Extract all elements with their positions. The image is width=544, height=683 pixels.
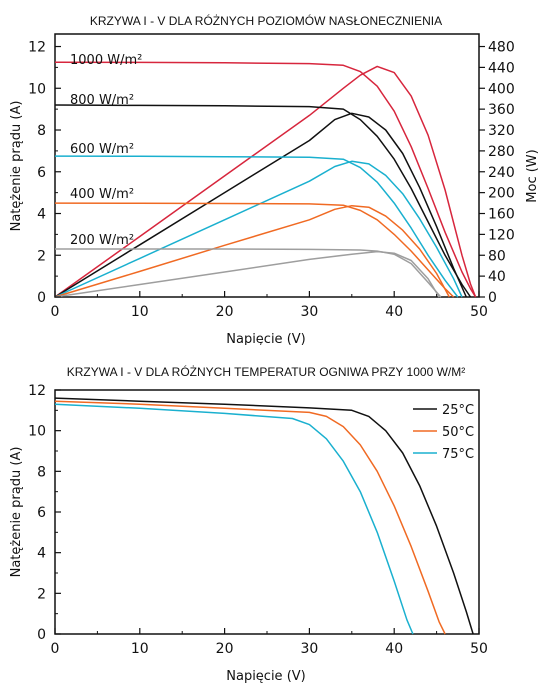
y2-tick-label: 160 (488, 207, 515, 223)
y-tick-label: 8 (37, 123, 46, 139)
y2-axis-label: Moc (W) (525, 149, 540, 202)
y-tick-label: 10 (28, 424, 46, 440)
y-tick-label: 6 (37, 505, 46, 521)
y2-tick-label: 480 (488, 40, 515, 56)
y-tick-label: 6 (37, 165, 46, 181)
y-tick-label: 4 (37, 207, 46, 223)
x-tick-label: 30 (300, 304, 318, 320)
y2-tick-label: 440 (488, 60, 515, 76)
series-line-3 (54, 112, 467, 298)
x-tick-label: 10 (131, 304, 149, 320)
ticks-group: 0 10 20 30 40 5002468101204080120160200240280… (28, 40, 515, 320)
series-line-9 (54, 250, 440, 298)
series-line-2 (54, 104, 472, 298)
x-axis-label: Napięcie (V) (226, 669, 305, 683)
y2-tick-label: 80 (488, 248, 506, 264)
y-tick-label: 12 (28, 40, 46, 56)
legend-label-50: 50°C (442, 425, 474, 440)
series-group (54, 61, 477, 298)
series-line-2 (54, 403, 414, 635)
series-line-4 (54, 155, 459, 298)
series-line-1 (54, 65, 477, 298)
y-tick-label: 8 (37, 464, 46, 480)
y-tick-label: 0 (37, 290, 46, 306)
y-tick-label: 4 (37, 546, 46, 562)
legend: 25°C 50°C 75°C (413, 403, 474, 462)
curve-label-800: 800 W/m² (70, 93, 134, 108)
y2-tick-label: 360 (488, 102, 515, 118)
y2-tick-label: 40 (488, 269, 506, 285)
y2-tick-label: 120 (488, 227, 515, 243)
curve-label-400: 400 W/m² (70, 187, 134, 202)
x-tick-label: 20 (216, 641, 234, 657)
y2-tick-label: 400 (488, 81, 515, 97)
chart-title: KRZYWA I - V DLA RÓŻNYCH POZIOMÓW NASŁON… (90, 13, 442, 28)
curve-label-600: 600 W/m² (70, 142, 134, 157)
y2-tick-label: 280 (488, 144, 515, 160)
y-tick-label: 12 (28, 383, 46, 399)
chart-title: KRZYWA I - V DLA RÓŻNYCH TEMPERATUR OGNI… (67, 364, 466, 379)
y-axis-label: Natężenie prądu (A) (9, 447, 24, 578)
legend-label-75: 75°C (442, 447, 474, 462)
y2-tick-label: 0 (488, 290, 497, 306)
x-tick-label: 40 (385, 641, 403, 657)
y-tick-label: 0 (37, 627, 46, 643)
x-tick-label: 40 (385, 304, 403, 320)
y2-tick-label: 320 (488, 123, 515, 139)
y-tick-label: 10 (28, 81, 46, 97)
ticks-group: 0 10 20 30 40 50 0 2 4 6 8 10 12 (28, 383, 488, 657)
plot-frame (54, 389, 480, 635)
curve-label-200: 200 W/m² (70, 233, 134, 248)
series-line-0 (54, 397, 474, 635)
curve-label-1000: 1000 W/m² (70, 53, 142, 68)
series-line-1 (54, 400, 446, 635)
irradiance-chart: KRZYWA I - V DLA RÓŻNYCH POZIOMÓW NASŁON… (9, 13, 540, 345)
temperature-chart: KRZYWA I - V DLA RÓŻNYCH TEMPERATUR OGNI… (9, 364, 488, 683)
legend-label-25: 25°C (442, 403, 474, 418)
x-tick-label: 20 (216, 304, 234, 320)
x-tick-label: 0 (51, 641, 60, 657)
y-axis-label: Natężenie prądu (A) (9, 101, 24, 232)
x-tick-label: 50 (470, 304, 488, 320)
series-line-5 (54, 160, 463, 298)
x-axis-label: Napięcie (V) (226, 332, 305, 345)
x-tick-label: 10 (131, 641, 149, 657)
series-group (54, 397, 474, 635)
series-line-6 (54, 202, 455, 298)
y2-tick-label: 240 (488, 165, 515, 181)
y-tick-label: 2 (37, 248, 46, 264)
x-tick-label: 50 (470, 641, 488, 657)
x-tick-label: 0 (51, 304, 60, 320)
series-line-0 (54, 61, 477, 298)
series-line-7 (54, 204, 450, 298)
x-tick-label: 30 (300, 641, 318, 657)
series-line-8 (55, 248, 442, 298)
y2-tick-label: 200 (488, 186, 515, 202)
y-tick-label: 2 (37, 586, 46, 602)
